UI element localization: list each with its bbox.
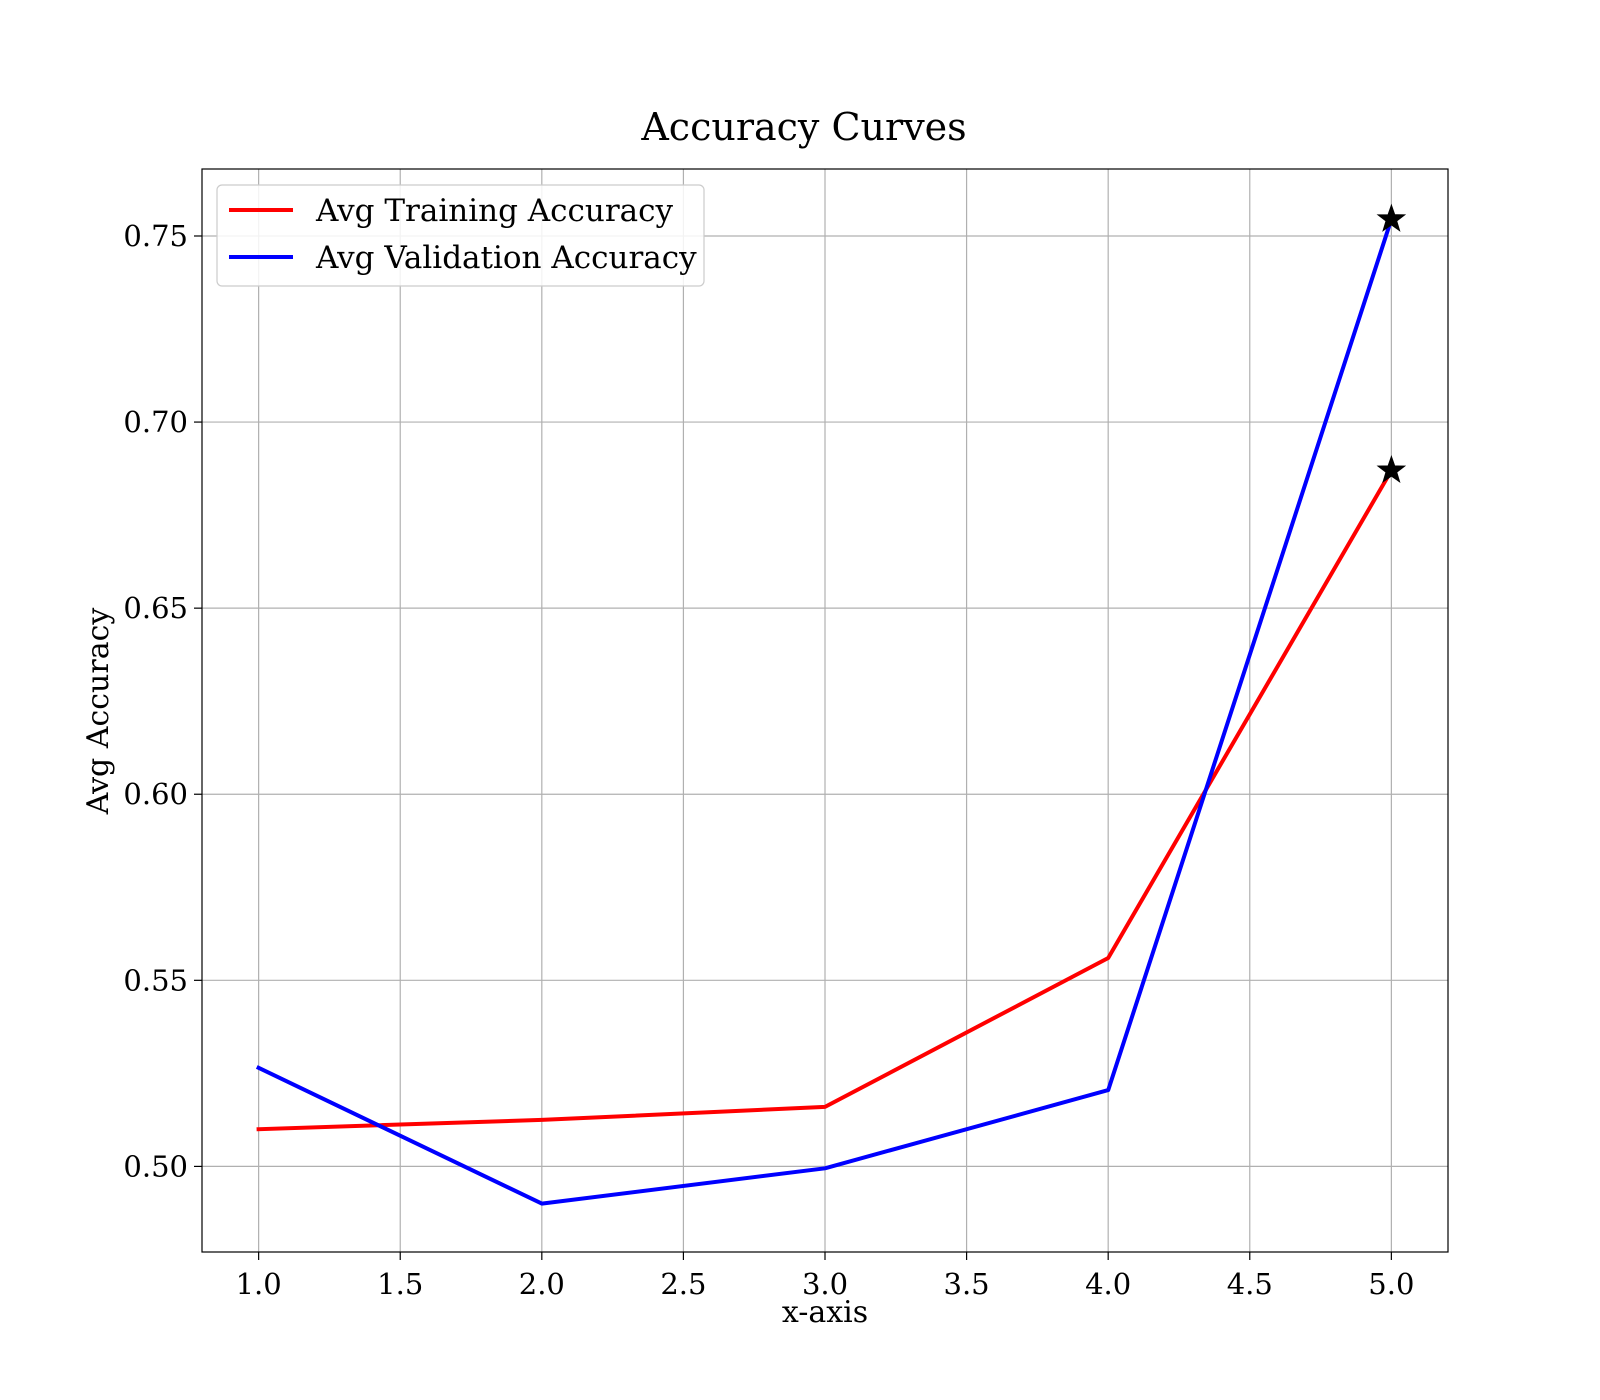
- y-tick-label: 0.55: [123, 963, 188, 997]
- y-tick-label: 0.50: [123, 1149, 188, 1183]
- legend-label: Avg Training Accuracy: [315, 193, 674, 229]
- axis-ticks: 1.0 1.5 2.0 2.5 3.0 3.5 4.0 4.5 5.0 0.50 0.55 0.60 0…: [123, 219, 1414, 1301]
- x-axis-label: x-axis: [782, 1295, 868, 1330]
- x-tick-label: 1.0: [236, 1267, 282, 1301]
- star-marker: [1376, 203, 1407, 232]
- x-tick-label: 5.0: [1368, 1267, 1414, 1301]
- x-tick-label: 4.0: [1085, 1267, 1131, 1301]
- grid: [202, 169, 1448, 1252]
- x-tick-label: 3.5: [944, 1267, 990, 1301]
- chart-title: Accuracy Curves: [640, 105, 966, 149]
- legend: Avg Training Accuracy Avg Validation Accu…: [216, 184, 705, 287]
- plot-markers: [1376, 203, 1407, 484]
- y-tick-label: 0.75: [123, 219, 188, 253]
- plot-series: [255, 216, 1395, 1206]
- y-tick-label: 0.70: [123, 405, 188, 439]
- y-tick-label: 0.65: [123, 591, 188, 625]
- x-tick-label: 2.0: [519, 1267, 565, 1301]
- x-tick-label: 4.5: [1227, 1267, 1273, 1301]
- x-tick-label: 2.5: [660, 1267, 706, 1301]
- star-marker: [1376, 454, 1407, 484]
- legend-box: [216, 184, 705, 287]
- legend-label: Avg Validation Accuracy: [315, 240, 697, 276]
- y-tick-label: 0.60: [123, 777, 188, 811]
- series-line-1: [255, 216, 1394, 1206]
- x-tick-label: 3.0: [802, 1267, 848, 1301]
- x-tick-label: 1.5: [377, 1267, 423, 1301]
- y-axis-label: Avg Accuracy: [81, 608, 116, 816]
